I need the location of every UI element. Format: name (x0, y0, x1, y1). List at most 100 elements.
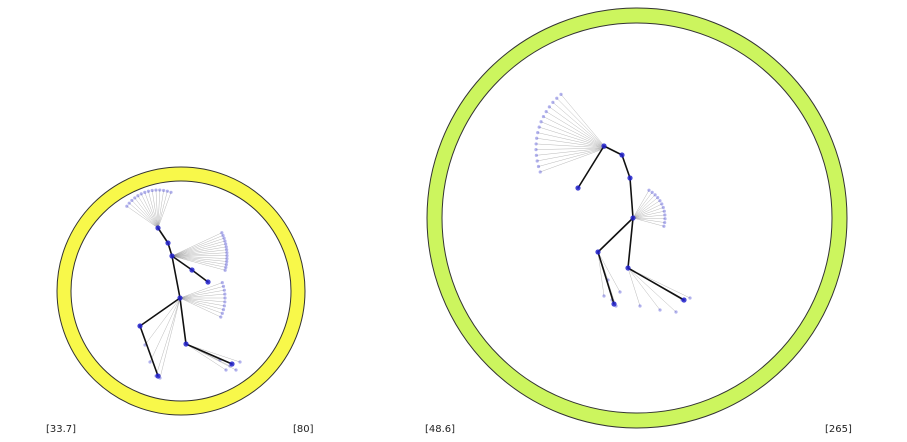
right-arm-fan-ray (541, 121, 607, 149)
right-torso-fan-ghost-joint (658, 199, 662, 203)
left-head-fan-ray (144, 192, 159, 229)
right-bone (597, 217, 634, 253)
left-head-fan-ghost-joint (150, 188, 154, 193)
right-torso-fan-ray (632, 210, 665, 219)
left-head-fan (125, 188, 173, 229)
right-torso-fan (632, 188, 667, 228)
right-torso-fan-ray (632, 200, 661, 219)
right-torso-fan-ghost-joint (653, 193, 657, 197)
right-arm-fan-ray (546, 111, 607, 149)
right-arm-fan-ghost-joint (534, 153, 538, 157)
right-leg-fan-ghost-joint (602, 294, 606, 298)
left-bone (179, 297, 187, 345)
left-head-fan-ray (134, 197, 159, 229)
left-head-fan-ghost-joint (130, 198, 134, 203)
right-arm-fan-ray (537, 132, 607, 149)
right-arm-fan-ghost-joint (555, 96, 559, 100)
right-arm-fan-ghost-joint (536, 164, 541, 169)
left-leg-fan-ray (155, 297, 181, 377)
left-joint (229, 361, 235, 367)
right-torso-fan-ray (632, 217, 664, 227)
left-arm-fan-ray (171, 243, 226, 257)
right-torso-fan-ray (632, 197, 658, 219)
left-arm-fan-ghost-joint (224, 245, 228, 249)
left-ring-inner (70, 180, 292, 402)
left-arm2-fan-ghost-joint (223, 300, 227, 304)
right-joint (681, 297, 687, 303)
right-joint (611, 301, 617, 307)
left-head-fan-ray (137, 195, 159, 229)
left-foot-fan-ghost-joint (238, 360, 242, 364)
right-torso-fan-ghost-joint (663, 213, 667, 217)
left-arm-fan-ray (171, 235, 224, 257)
left-arm-fan-ray (171, 255, 227, 259)
right-arm-fan-ray (552, 102, 607, 149)
right-arm-fan-ray (543, 116, 607, 149)
left-arm2-fan-ray (179, 297, 223, 314)
left-joint (205, 279, 211, 285)
left-panel (56, 166, 306, 416)
right-leg-fan-ray (597, 251, 621, 293)
right-arm-fan-ghost-joint (534, 148, 538, 152)
right-torso-fan-ray (632, 214, 665, 219)
left-arm-fan-ray (171, 246, 227, 257)
left-joint (155, 373, 161, 379)
left-arm-fan-ray (171, 255, 227, 265)
left-foot-fan-ghost-joint (234, 368, 238, 372)
right-torso-fan-ghost-joint (663, 220, 667, 225)
left-head-fan-ray (129, 202, 159, 229)
left-arm-fan-ray (171, 240, 225, 257)
left-bone (139, 325, 159, 377)
left-joint (177, 295, 183, 301)
left-arm2-fan-ray (179, 293, 225, 299)
left-arm-fan-ray (171, 255, 226, 271)
left-joint (155, 225, 161, 231)
left-arm-fan-ray (171, 249, 227, 257)
left-range-end-label: [80] (293, 424, 314, 435)
right-arm-fan-ray (537, 147, 607, 162)
left-head-fan-ray (148, 191, 159, 229)
right-torso-fan-ghost-joint (663, 217, 667, 221)
left-head-fan-ray (157, 191, 168, 229)
left-joint (169, 253, 175, 259)
left-bone (139, 297, 181, 327)
left-arm-fan-ray (171, 255, 226, 268)
left-arm-fan (171, 231, 229, 272)
left-head-fan-ghost-joint (161, 188, 166, 193)
right-torso-fan-ghost-joint (647, 188, 651, 192)
right-torso-fan-ghost-joint (660, 202, 664, 206)
left-arm2-fan-ghost-joint (219, 315, 223, 319)
right-joint (575, 185, 581, 191)
left-arm-fan-ghost-joint (225, 251, 229, 255)
left-leg-fan-ray (144, 297, 181, 346)
right-torso-fan-ray (632, 192, 653, 219)
right-arm-fan-ghost-joint (537, 125, 541, 129)
right-arm-fan-ghost-joint (551, 100, 555, 104)
right-torso-fan-ghost-joint (662, 224, 666, 228)
right-foot-fan-ghost-joint (688, 296, 692, 300)
left-skeleton (137, 225, 235, 379)
right-torso-fan-ghost-joint (656, 196, 660, 200)
right-arm-fan-ghost-joint (547, 105, 551, 109)
left-head-fan-ghost-joint (133, 196, 137, 200)
left-bone (171, 255, 181, 299)
right-foot-fan-ghost-joint (674, 310, 678, 314)
left-arm2-fan-ghost-joint (220, 281, 224, 285)
right-torso-fan-ghost-joint (650, 190, 654, 194)
right-arm-fan-ray (536, 138, 607, 149)
right-foot-fan-ghost-joint (638, 304, 642, 308)
left-head-fan-ghost-joint (136, 194, 140, 198)
left-head-fan-ghost-joint (158, 188, 162, 192)
left-arm2-fan-ghost-joint (222, 304, 226, 308)
right-bone (577, 145, 605, 189)
left-foot-fan-ray (185, 343, 227, 371)
left-arm2-fan-ray (179, 282, 223, 299)
left-arm2-fan-ghost-joint (220, 311, 224, 315)
left-joint (137, 323, 143, 329)
left-leg-fan-ghost-joint (148, 360, 152, 364)
right-arm-fan-ghost-joint (539, 120, 543, 124)
left-joint (183, 341, 189, 347)
left-head-fan-ghost-joint (146, 189, 151, 193)
right-arm-fan-ray (538, 147, 607, 167)
left-leg-fan-ray (149, 297, 181, 363)
